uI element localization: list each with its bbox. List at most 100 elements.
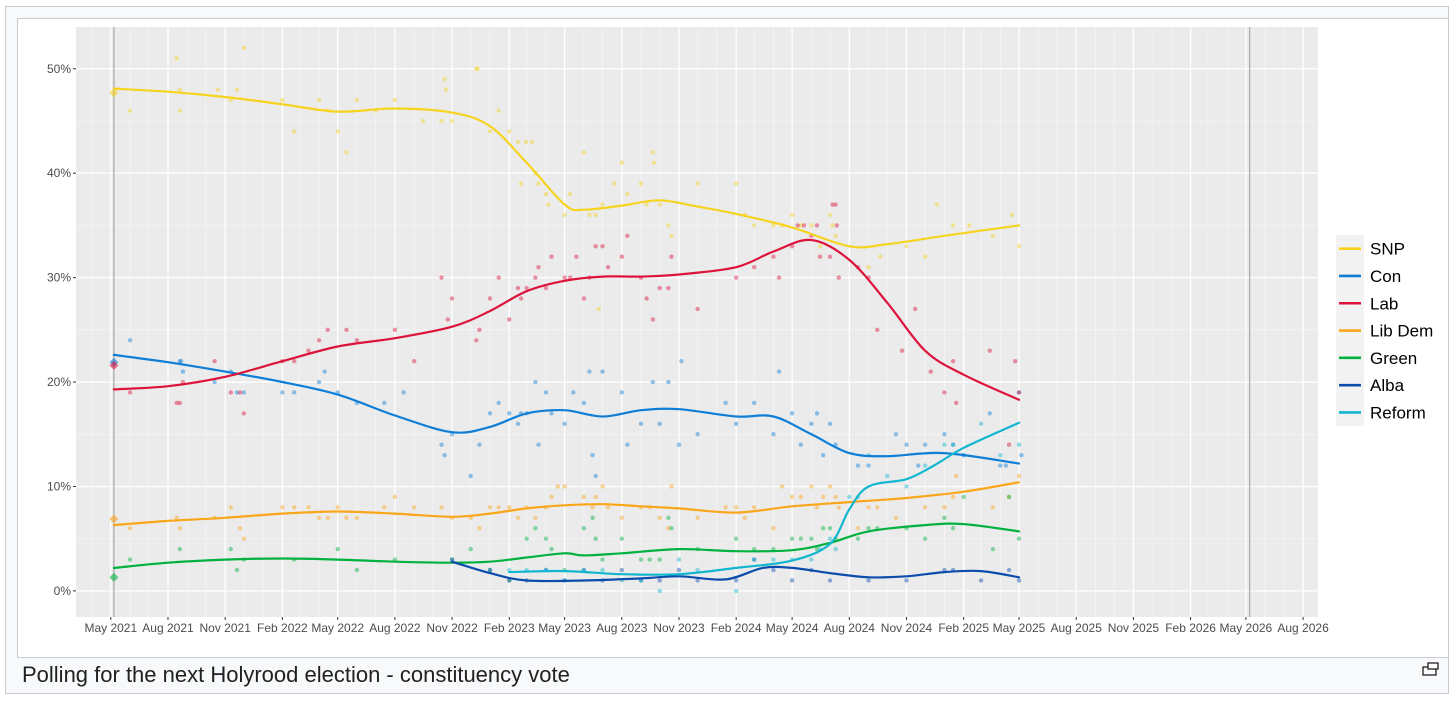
poll-point — [533, 526, 538, 531]
poll-point — [228, 546, 233, 552]
poll-point — [549, 411, 554, 416]
poll-point — [619, 515, 624, 520]
poll-point — [507, 505, 512, 510]
y-axis: 0% 10% 20% 30% 40% 50% — [47, 62, 76, 598]
poll-point — [855, 536, 861, 541]
poll-point — [392, 494, 398, 500]
poll-point — [555, 484, 560, 489]
poll-point — [978, 421, 984, 427]
poll-point — [912, 306, 918, 312]
poll-point — [593, 212, 598, 218]
poll-point — [809, 557, 814, 562]
poll-point — [593, 494, 598, 500]
poll-point — [449, 557, 455, 562]
y-tick-label: 10% — [47, 479, 71, 493]
poll-point — [771, 526, 776, 531]
poll-point — [904, 578, 909, 583]
poll-point — [916, 463, 921, 468]
poll-point — [401, 390, 406, 395]
poll-point — [676, 557, 682, 562]
poll-point — [809, 536, 814, 541]
poll-point — [751, 264, 757, 270]
poll-point — [477, 327, 482, 333]
poll-point — [625, 191, 630, 197]
poll-point — [695, 567, 700, 573]
poll-point — [1006, 567, 1012, 573]
poll-point — [695, 578, 700, 583]
poll-point — [827, 254, 833, 259]
poll-point — [291, 358, 297, 364]
poll-point — [833, 202, 838, 207]
poll-point — [127, 390, 133, 395]
poll-point — [833, 546, 838, 552]
poll-point — [1013, 358, 1018, 364]
poll-point — [833, 233, 838, 239]
poll-point — [549, 494, 554, 500]
poll-point — [596, 306, 601, 312]
poll-point — [600, 369, 605, 374]
poll-point — [647, 557, 652, 562]
poll-point — [600, 484, 605, 489]
x-tick-label: Nov 2023 — [653, 621, 705, 635]
poll-point — [316, 97, 322, 103]
poll-point — [411, 358, 417, 364]
poll-point — [524, 536, 529, 541]
poll-point — [638, 557, 644, 562]
poll-point — [789, 536, 795, 541]
legend-label: Alba — [1370, 376, 1405, 395]
poll-point — [496, 108, 501, 113]
x-tick-label: Nov 2025 — [1108, 621, 1160, 635]
poll-point — [543, 536, 549, 541]
poll-point — [866, 264, 871, 270]
poll-point — [127, 557, 133, 562]
poll-point — [827, 536, 833, 541]
poll-point — [795, 223, 800, 228]
poll-point — [241, 536, 247, 541]
x-tick-label: Aug 2024 — [824, 621, 876, 635]
poll-point — [866, 463, 871, 468]
poll-point — [449, 296, 455, 301]
poll-point — [695, 306, 700, 312]
poll-point — [306, 348, 311, 353]
poll-point — [515, 515, 521, 520]
poll-point — [834, 223, 840, 228]
x-axis: May 2021 Aug 2021 Nov 2021 Feb 2022 May 2022… — [84, 617, 1329, 635]
poll-point — [335, 505, 340, 510]
x-tick-label: May 2021 — [84, 621, 137, 635]
poll-point — [178, 358, 184, 364]
poll-point — [922, 442, 928, 447]
poll-point — [1019, 452, 1024, 458]
poll-point — [771, 254, 776, 259]
y-tick-label: 20% — [47, 375, 71, 389]
legend-label: Lab — [1370, 294, 1398, 313]
poll-point — [581, 526, 587, 531]
y-tick-label: 50% — [47, 62, 71, 76]
legend-label: Green — [1370, 349, 1417, 368]
poll-point — [562, 421, 567, 427]
poll-point — [990, 505, 996, 510]
poll-point — [543, 390, 549, 395]
poll-point — [177, 546, 183, 552]
poll-point — [536, 442, 541, 447]
poll-point — [612, 181, 617, 186]
poll-point — [771, 432, 776, 437]
trend-line-alba — [451, 560, 1021, 583]
poll-point — [468, 473, 473, 479]
x-tick-label: Aug 2023 — [596, 621, 648, 635]
poll-point — [950, 358, 956, 364]
poll-point — [325, 515, 330, 520]
poll-point — [801, 223, 807, 228]
poll-point — [325, 327, 330, 333]
poll-point — [549, 546, 554, 552]
poll-point — [751, 557, 757, 562]
poll-point — [241, 411, 247, 416]
poll-point — [733, 275, 739, 280]
poll-point — [600, 202, 605, 207]
poll-point — [928, 369, 933, 374]
legend: SNP Con Lab Lib Dem Green Alba Reform — [1336, 235, 1433, 427]
poll-point — [581, 296, 587, 301]
poll-point — [954, 400, 959, 406]
poll-point — [651, 160, 657, 165]
enlarge-icon[interactable] — [1422, 662, 1440, 676]
poll-point — [954, 473, 959, 479]
